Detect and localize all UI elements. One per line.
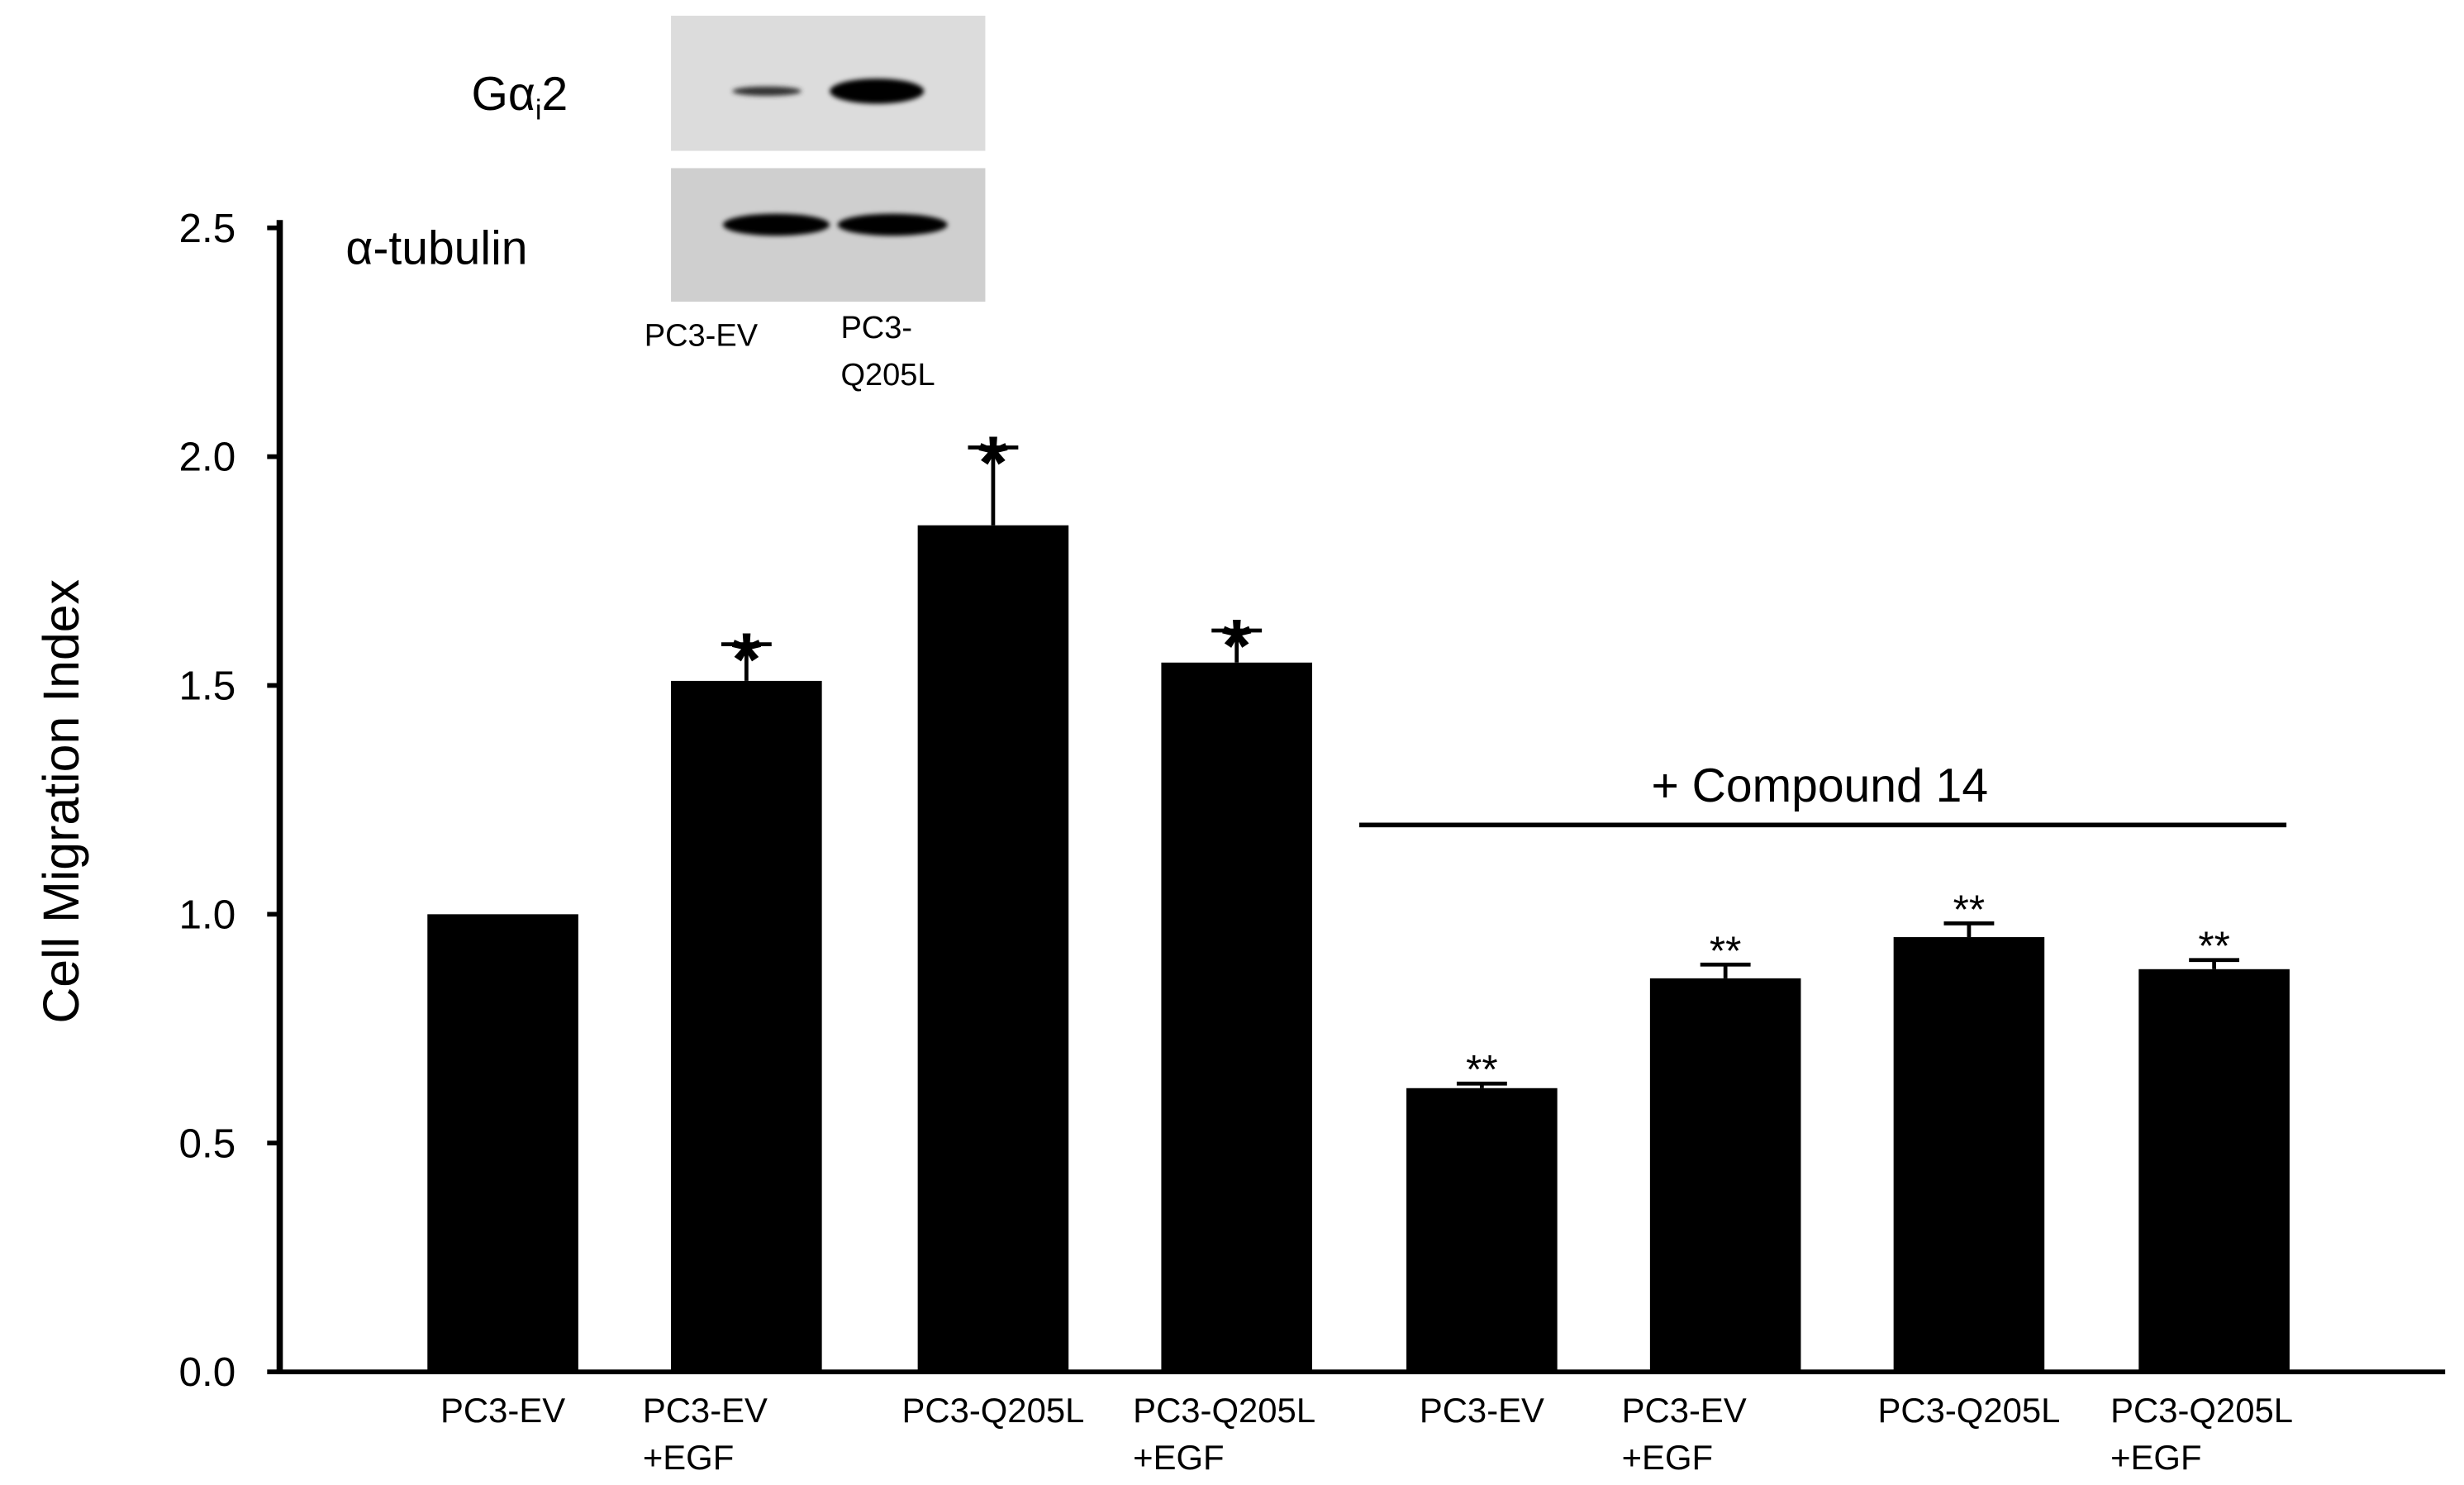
error-bar: [1211, 628, 1263, 663]
significance-label: **: [2198, 924, 2229, 969]
blot-row-label: Gαi2: [472, 68, 568, 126]
error-bar: [1700, 962, 1751, 978]
bar: [1406, 1088, 1558, 1373]
x-tick-label: +EGF: [2110, 1438, 2201, 1477]
significance-label: **: [1466, 1047, 1497, 1092]
blot-row-label: α-tubulin: [345, 221, 527, 274]
x-tick-label: +EGF: [1133, 1438, 1224, 1477]
x-tick-label: PC3-EV: [1622, 1391, 1747, 1430]
x-tick-label: PC3-Q205L: [1133, 1391, 1315, 1430]
x-tick-label: +EGF: [643, 1438, 734, 1477]
bar: [1161, 662, 1312, 1373]
error-bar: [1943, 921, 1995, 938]
blot-lane-label: PC3-: [840, 311, 912, 345]
blot-band: [837, 213, 948, 236]
error-bar: [2189, 958, 2240, 969]
blot-band: [732, 86, 802, 96]
y-tick-label: 0.5: [179, 1121, 236, 1166]
error-bar: [1456, 1081, 1507, 1088]
bracket-label: + Compound 14: [1651, 759, 1988, 812]
error-bar: [721, 642, 772, 681]
y-tick-label: 1.0: [179, 892, 236, 937]
bar: [2138, 969, 2290, 1373]
x-tick-label: PC3-Q205L: [901, 1391, 1084, 1430]
x-tick-label: PC3-EV: [440, 1391, 565, 1430]
x-tick-label: PC3-Q205L: [1877, 1391, 2060, 1430]
y-axis-label: Cell Migration Index: [33, 579, 89, 1024]
y-tick-label: 2.5: [179, 206, 236, 251]
significance-label: *: [978, 421, 1008, 505]
significance-label: *: [732, 617, 762, 702]
significance-label: *: [1222, 603, 1252, 688]
bar: [1649, 978, 1801, 1373]
significance-label: **: [1710, 928, 1741, 973]
bar: [427, 914, 578, 1373]
x-tick-label: PC3-EV: [643, 1391, 768, 1430]
bar: [671, 680, 822, 1373]
blot-lane-label: Q205L: [840, 358, 935, 393]
blot-band: [722, 213, 830, 236]
error-bar: [968, 445, 1019, 526]
blot-panel: [671, 16, 986, 151]
y-tick-label: 1.5: [179, 664, 236, 709]
blot-band: [830, 79, 925, 104]
y-tick-label: 2.0: [179, 435, 236, 480]
bar: [917, 525, 1069, 1373]
significance-label: **: [1953, 887, 1985, 932]
y-tick-label: 0.0: [179, 1349, 236, 1395]
blot-lane-label: PC3-EV: [645, 318, 759, 353]
x-tick-label: PC3-Q205L: [2110, 1391, 2293, 1430]
blot-panel: [671, 168, 986, 302]
x-tick-label: +EGF: [1622, 1438, 1713, 1477]
x-tick-label: PC3-EV: [1420, 1391, 1544, 1430]
bar: [1893, 937, 2045, 1373]
